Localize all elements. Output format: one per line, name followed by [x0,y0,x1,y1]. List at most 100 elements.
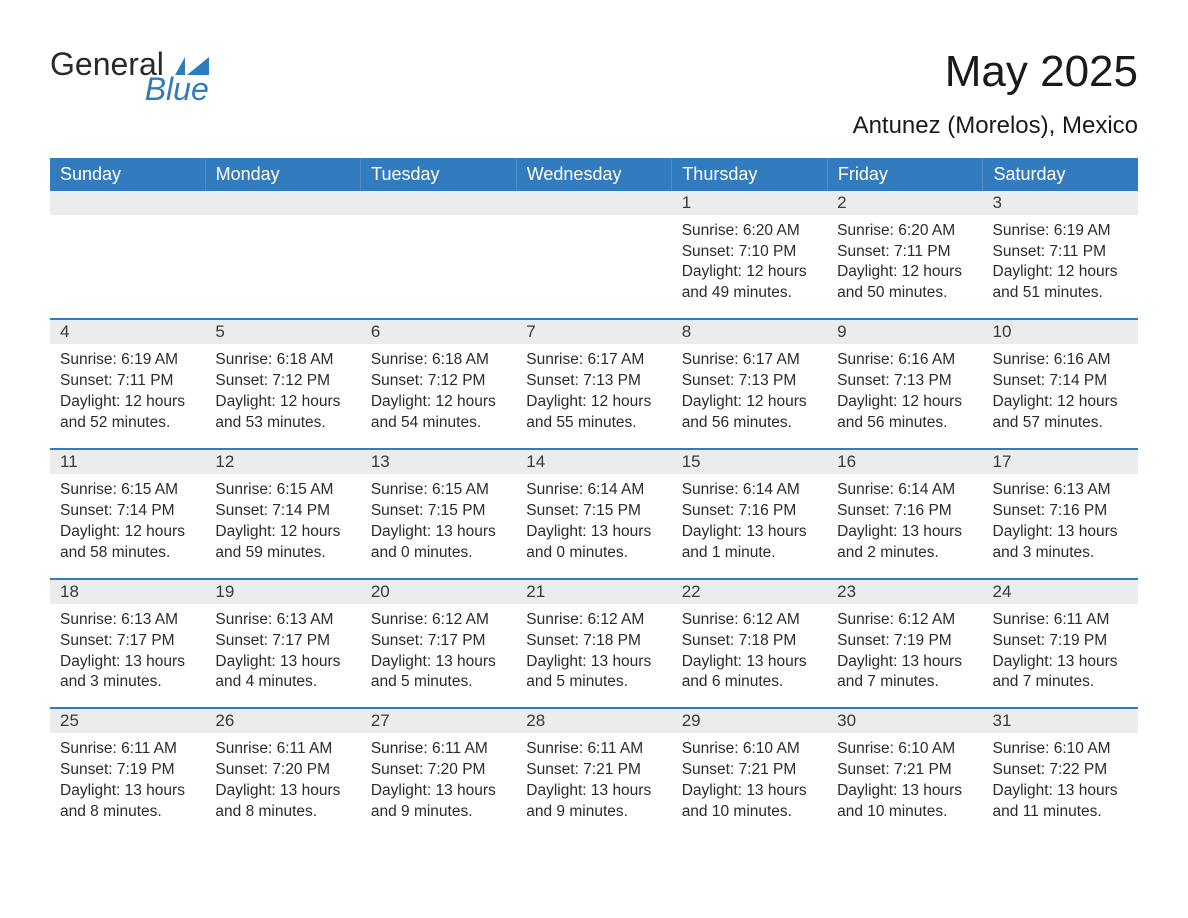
brand-logo: General Blue [50,50,209,104]
sunset-value: 7:21 PM [739,761,797,778]
sunset-value: 7:17 PM [117,632,175,649]
daylight-label: Daylight: [993,523,1058,540]
sunrise-value: 6:10 AM [743,740,800,757]
sunset-label: Sunset: [215,372,272,389]
sunrise-value: 6:11 AM [277,740,333,757]
sunset-value: 7:14 PM [1049,372,1107,389]
sunset-label: Sunset: [60,372,117,389]
week-row: 25Sunrise: 6:11 AMSunset: 7:19 PMDayligh… [50,707,1138,837]
day-of-week-header: SundayMondayTuesdayWednesdayThursdayFrid… [50,158,1138,191]
sunset-label: Sunset: [526,632,583,649]
day-number: 21 [516,580,671,604]
sunrise-value: 6:14 AM [587,481,644,498]
daylight-line: Daylight: 13 hours and 3 minutes. [60,652,195,694]
sunset-value: 7:17 PM [272,632,330,649]
day-cell: 4Sunrise: 6:19 AMSunset: 7:11 PMDaylight… [50,320,205,448]
day-number: 15 [672,450,827,474]
day-details: Sunrise: 6:10 AMSunset: 7:21 PMDaylight:… [827,733,982,823]
day-details: Sunrise: 6:12 AMSunset: 7:18 PMDaylight:… [516,604,671,694]
daylight-label: Daylight: [526,393,591,410]
day-number: 7 [516,320,671,344]
day-number: 29 [672,709,827,733]
sunset-line: Sunset: 7:17 PM [215,631,350,652]
daylight-line: Daylight: 13 hours and 10 minutes. [682,781,817,823]
sunset-value: 7:15 PM [583,502,641,519]
daylight-label: Daylight: [60,523,125,540]
sunset-label: Sunset: [60,502,117,519]
sunrise-value: 6:11 AM [587,740,643,757]
sunrise-value: 6:20 AM [743,222,800,239]
sunset-label: Sunset: [371,502,428,519]
daylight-label: Daylight: [837,263,902,280]
day-number: 31 [983,709,1138,733]
day-number: 9 [827,320,982,344]
daylight-line: Daylight: 12 hours and 49 minutes. [682,262,817,304]
day-details: Sunrise: 6:20 AMSunset: 7:10 PMDaylight:… [672,215,827,305]
sunrise-line: Sunrise: 6:20 AM [837,221,972,242]
day-cell: 22Sunrise: 6:12 AMSunset: 7:18 PMDayligh… [672,580,827,708]
day-details: Sunrise: 6:10 AMSunset: 7:22 PMDaylight:… [983,733,1138,823]
daylight-label: Daylight: [60,393,125,410]
sunset-line: Sunset: 7:20 PM [371,760,506,781]
sunset-line: Sunset: 7:15 PM [526,501,661,522]
sunrise-value: 6:20 AM [898,222,955,239]
sunrise-value: 6:15 AM [277,481,334,498]
daylight-label: Daylight: [60,653,125,670]
day-number [361,191,516,215]
day-cell [516,191,671,319]
sunrise-label: Sunrise: [371,740,432,757]
day-number: 17 [983,450,1138,474]
sunrise-value: 6:16 AM [1054,351,1111,368]
daylight-label: Daylight: [215,782,280,799]
sunset-line: Sunset: 7:22 PM [993,760,1128,781]
day-number: 28 [516,709,671,733]
sunset-value: 7:19 PM [894,632,952,649]
day-cell: 7Sunrise: 6:17 AMSunset: 7:13 PMDaylight… [516,320,671,448]
day-details: Sunrise: 6:11 AMSunset: 7:19 PMDaylight:… [50,733,205,823]
sunset-line: Sunset: 7:17 PM [60,631,195,652]
dow-cell: Monday [206,158,362,191]
sunset-value: 7:19 PM [117,761,175,778]
brand-text: General Blue [50,50,209,104]
sunset-value: 7:16 PM [894,502,952,519]
sunset-line: Sunset: 7:21 PM [837,760,972,781]
sunrise-line: Sunrise: 6:18 AM [371,350,506,371]
sunset-line: Sunset: 7:19 PM [60,760,195,781]
sunset-value: 7:11 PM [1049,243,1106,260]
day-number: 26 [205,709,360,733]
day-details: Sunrise: 6:13 AMSunset: 7:17 PMDaylight:… [50,604,205,694]
sunset-line: Sunset: 7:19 PM [993,631,1128,652]
sunrise-value: 6:15 AM [121,481,178,498]
day-details: Sunrise: 6:11 AMSunset: 7:20 PMDaylight:… [205,733,360,823]
day-details: Sunrise: 6:11 AMSunset: 7:21 PMDaylight:… [516,733,671,823]
day-cell: 11Sunrise: 6:15 AMSunset: 7:14 PMDayligh… [50,450,205,578]
sunset-label: Sunset: [371,632,428,649]
sunrise-line: Sunrise: 6:19 AM [60,350,195,371]
sunset-line: Sunset: 7:18 PM [526,631,661,652]
daylight-label: Daylight: [837,653,902,670]
sunrise-line: Sunrise: 6:20 AM [682,221,817,242]
sunrise-line: Sunrise: 6:17 AM [526,350,661,371]
sunset-line: Sunset: 7:16 PM [682,501,817,522]
day-cell: 20Sunrise: 6:12 AMSunset: 7:17 PMDayligh… [361,580,516,708]
day-details: Sunrise: 6:14 AMSunset: 7:16 PMDaylight:… [672,474,827,564]
daylight-line: Daylight: 12 hours and 54 minutes. [371,392,506,434]
day-number: 10 [983,320,1138,344]
daylight-line: Daylight: 12 hours and 56 minutes. [837,392,972,434]
sunrise-label: Sunrise: [526,351,587,368]
sunset-value: 7:12 PM [428,372,486,389]
day-details: Sunrise: 6:17 AMSunset: 7:13 PMDaylight:… [516,344,671,434]
sunrise-line: Sunrise: 6:12 AM [526,610,661,631]
sunrise-line: Sunrise: 6:15 AM [371,480,506,501]
sunset-label: Sunset: [215,761,272,778]
sunrise-label: Sunrise: [682,351,743,368]
daylight-label: Daylight: [371,653,436,670]
daylight-line: Daylight: 13 hours and 8 minutes. [60,781,195,823]
sunset-value: 7:11 PM [117,372,174,389]
sunrise-line: Sunrise: 6:15 AM [60,480,195,501]
sunset-value: 7:20 PM [272,761,330,778]
sunrise-value: 6:13 AM [1054,481,1111,498]
sunset-line: Sunset: 7:13 PM [837,371,972,392]
header: General Blue May 2025 [50,50,1138,104]
day-cell: 31Sunrise: 6:10 AMSunset: 7:22 PMDayligh… [983,709,1138,837]
